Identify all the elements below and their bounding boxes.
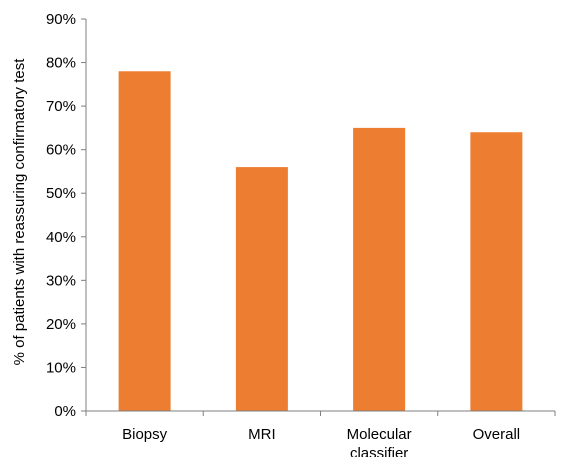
y-tick-label: 70% xyxy=(46,98,76,115)
y-tick-label: 10% xyxy=(46,359,76,376)
y-tick-label: 50% xyxy=(46,185,76,202)
x-tick-label: Molecular classifier xyxy=(347,426,412,457)
y-tick-label: 0% xyxy=(54,403,76,420)
y-tick-label: 90% xyxy=(46,11,76,28)
bar-biopsy xyxy=(118,71,171,412)
y-axis-title: % of patients with reassuring confirmato… xyxy=(11,58,28,366)
plot-area: 0% 10% 20% 30% 40% 50% 60% 70% 80% 90% Biopsy MRI Mo… xyxy=(46,11,556,457)
bar-mri xyxy=(235,167,288,411)
y-tick-label: 20% xyxy=(46,316,76,333)
y-tick-label: 80% xyxy=(46,55,76,72)
bar-molecular-classifier xyxy=(353,127,406,411)
x-tick-label: Biopsy xyxy=(122,426,168,443)
x-tick-label: MRI xyxy=(248,426,276,443)
x-tick-label: Overall xyxy=(473,426,521,443)
y-tick-label: 30% xyxy=(46,272,76,289)
y-tick-label: 60% xyxy=(46,142,76,159)
bar-overall xyxy=(470,132,523,412)
y-tick-label: 40% xyxy=(46,229,76,246)
